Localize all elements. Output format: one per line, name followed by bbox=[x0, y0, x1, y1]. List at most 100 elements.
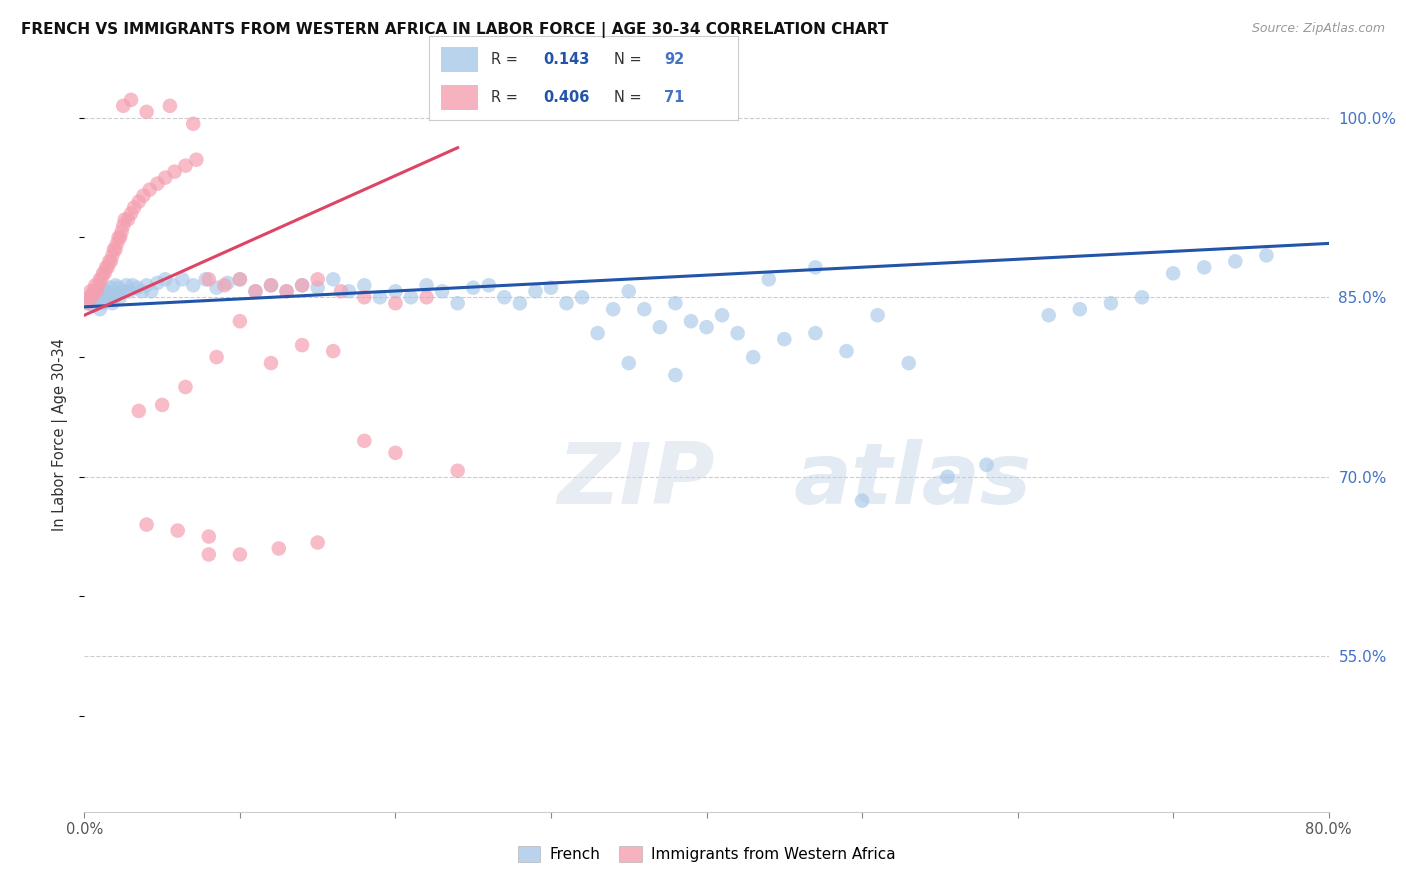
Point bbox=[368, 290, 391, 304]
Point bbox=[83, 285, 105, 299]
Point bbox=[79, 285, 101, 299]
Point bbox=[307, 535, 329, 549]
Point bbox=[82, 290, 104, 304]
Point bbox=[121, 278, 143, 293]
Point bbox=[131, 285, 153, 299]
Text: Source: ZipAtlas.com: Source: ZipAtlas.com bbox=[1251, 22, 1385, 36]
Point bbox=[83, 299, 105, 313]
Point bbox=[804, 326, 827, 340]
Point bbox=[399, 290, 422, 304]
Point bbox=[155, 272, 177, 286]
Point bbox=[98, 254, 121, 268]
Point bbox=[267, 541, 290, 556]
Point bbox=[353, 434, 375, 448]
Point bbox=[976, 458, 998, 472]
Point bbox=[84, 290, 107, 304]
Text: 0.143: 0.143 bbox=[543, 52, 589, 67]
Point bbox=[758, 272, 780, 286]
Point bbox=[936, 469, 959, 483]
Point bbox=[120, 93, 142, 107]
Point bbox=[146, 276, 169, 290]
Point bbox=[664, 368, 686, 382]
Point bbox=[897, 356, 920, 370]
Point bbox=[291, 278, 314, 293]
Point bbox=[101, 248, 124, 262]
Point bbox=[851, 493, 873, 508]
Point bbox=[89, 272, 111, 286]
Point bbox=[1038, 308, 1060, 322]
Point bbox=[617, 285, 640, 299]
Point bbox=[384, 285, 406, 299]
Point bbox=[679, 314, 702, 328]
Point bbox=[322, 272, 344, 286]
Point bbox=[181, 278, 204, 293]
Point bbox=[229, 272, 252, 286]
Point bbox=[97, 293, 120, 307]
Point bbox=[93, 290, 115, 304]
Point bbox=[172, 272, 194, 286]
Point bbox=[97, 260, 120, 275]
Point bbox=[447, 296, 470, 310]
Point bbox=[337, 285, 360, 299]
Point bbox=[430, 285, 453, 299]
Point bbox=[108, 230, 131, 244]
Point bbox=[90, 281, 112, 295]
Point bbox=[150, 398, 173, 412]
Point bbox=[91, 266, 114, 280]
Point bbox=[260, 278, 283, 293]
Point bbox=[84, 278, 107, 293]
Point bbox=[276, 285, 298, 299]
Point bbox=[555, 296, 578, 310]
Point bbox=[77, 290, 100, 304]
Point bbox=[245, 285, 267, 299]
Point bbox=[82, 288, 104, 302]
FancyBboxPatch shape bbox=[441, 85, 478, 111]
Point bbox=[138, 183, 160, 197]
Point bbox=[1130, 290, 1153, 304]
Point bbox=[727, 326, 749, 340]
Point bbox=[112, 99, 135, 113]
Point bbox=[115, 278, 138, 293]
Point bbox=[664, 296, 686, 310]
Point bbox=[132, 188, 155, 202]
Point bbox=[415, 290, 437, 304]
Point bbox=[112, 285, 135, 299]
Legend: French, Immigrants from Western Africa: French, Immigrants from Western Africa bbox=[512, 840, 901, 868]
Point bbox=[742, 350, 765, 364]
Point bbox=[77, 296, 100, 310]
Point bbox=[174, 380, 197, 394]
Point bbox=[648, 320, 671, 334]
Point bbox=[89, 286, 111, 301]
Point bbox=[114, 212, 136, 227]
Point bbox=[128, 404, 150, 418]
Point bbox=[141, 285, 163, 299]
Point bbox=[162, 278, 184, 293]
Point bbox=[586, 326, 609, 340]
Point bbox=[217, 276, 239, 290]
Point bbox=[155, 170, 177, 185]
Point bbox=[111, 224, 134, 238]
Point bbox=[89, 302, 111, 317]
Point bbox=[122, 201, 145, 215]
Point bbox=[104, 278, 127, 293]
Point bbox=[135, 517, 157, 532]
Point bbox=[509, 296, 531, 310]
Point bbox=[198, 548, 221, 562]
Point bbox=[260, 278, 283, 293]
Point bbox=[291, 338, 314, 352]
Point bbox=[229, 272, 252, 286]
Text: R =: R = bbox=[491, 90, 517, 105]
Point bbox=[291, 278, 314, 293]
Point bbox=[540, 281, 562, 295]
Point bbox=[93, 266, 115, 280]
Point bbox=[353, 278, 375, 293]
Point bbox=[194, 272, 217, 286]
Point bbox=[87, 293, 110, 307]
Text: 71: 71 bbox=[664, 90, 685, 105]
Point bbox=[866, 308, 889, 322]
Point bbox=[447, 464, 470, 478]
Point bbox=[1256, 248, 1278, 262]
Point bbox=[117, 212, 139, 227]
Point bbox=[166, 524, 188, 538]
Point bbox=[128, 194, 150, 209]
